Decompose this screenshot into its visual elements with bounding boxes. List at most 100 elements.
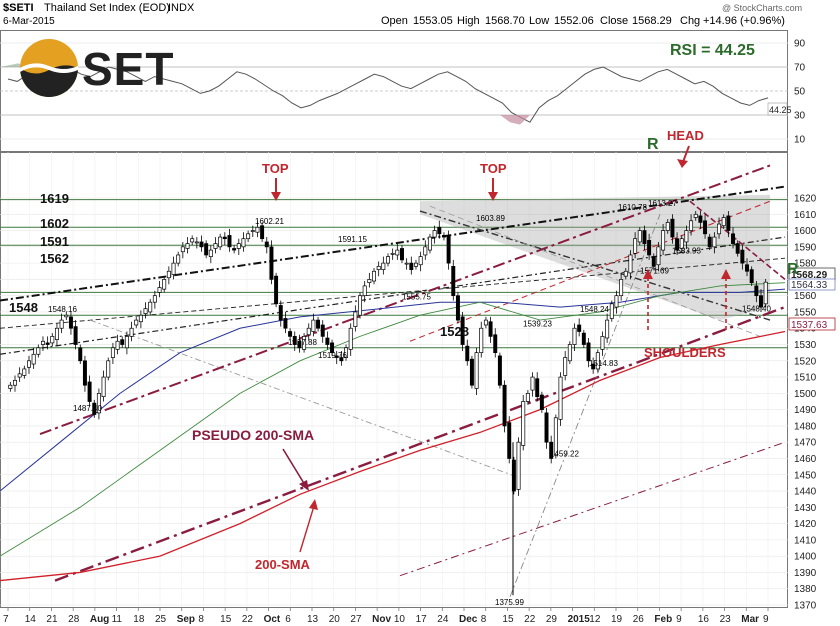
candle: [386, 256, 390, 264]
candle: [376, 266, 381, 270]
candle: [353, 311, 358, 327]
rsi-series: [7, 64, 769, 123]
rsi-axis: 90 70 50 30 10: [794, 39, 806, 146]
candle: [763, 281, 768, 305]
candle: [577, 324, 582, 332]
candle: [591, 363, 596, 370]
pseudo-sma-arrow-icon: [282, 448, 306, 486]
candle: [567, 344, 572, 362]
candle: [511, 459, 516, 492]
price-tick: 1450: [794, 470, 817, 481]
date-tick: 17: [416, 614, 428, 625]
date-tick: 13: [307, 614, 319, 625]
candle: [395, 249, 400, 256]
candle: [497, 355, 502, 386]
head-arrow-icon: [682, 145, 690, 163]
candle: [707, 236, 712, 248]
sma-arrow-icon: [299, 505, 315, 553]
candle: [22, 368, 27, 376]
candle: [78, 347, 83, 362]
candle: [171, 262, 176, 275]
candle: [689, 220, 694, 231]
candle: [372, 270, 376, 282]
date-tick: 8: [198, 614, 204, 625]
date-tick: Oct: [264, 614, 281, 625]
candle: [129, 327, 134, 337]
gray-support: [89, 319, 521, 479]
candle: [36, 347, 41, 355]
candle: [633, 238, 638, 254]
date-tick: Nov: [372, 614, 391, 625]
close-value: 1568.29: [632, 15, 672, 27]
date-tick: 22: [242, 614, 254, 625]
candle: [525, 393, 530, 402]
close-label: Close: [600, 15, 628, 27]
candle: [628, 254, 633, 274]
candle: [409, 262, 414, 270]
price-point-label: 1610.78: [618, 203, 647, 212]
top-label-2: TOP: [480, 161, 507, 176]
rsi-tick: 70: [794, 63, 806, 74]
candle: [558, 376, 563, 420]
candle: [138, 314, 143, 323]
candle: [754, 285, 759, 297]
price-point-label: 1519.76: [318, 351, 347, 360]
candle: [31, 353, 36, 365]
chg-label: Chg: [680, 15, 700, 27]
price-point-label: 1527.88: [288, 338, 317, 347]
date-tick: Mar: [741, 614, 759, 625]
candle: [73, 326, 78, 345]
price-tick: 1530: [794, 340, 817, 351]
candle: [675, 238, 680, 251]
candle: [180, 246, 185, 253]
candle: [427, 236, 432, 251]
price-point-label: 1602.21: [255, 217, 284, 226]
candle: [418, 256, 423, 266]
candle: [185, 243, 190, 249]
candle: [479, 327, 484, 354]
pseudo-sma-label: PSEUDO 200-SMA: [192, 427, 314, 443]
candle: [283, 318, 288, 329]
date-tick: 26: [633, 614, 645, 625]
rsi-line: [0, 63, 769, 125]
price-point-label: 1548.16: [48, 305, 77, 314]
candle: [544, 412, 549, 443]
candle: [148, 301, 153, 313]
candle: [264, 241, 269, 248]
candle: [50, 336, 55, 344]
candle: [605, 319, 610, 339]
price-tick: 1400: [794, 552, 817, 563]
candle: [651, 256, 656, 267]
candle: [232, 248, 237, 251]
candle: [595, 352, 600, 370]
sma-label: 200-SMA: [255, 557, 311, 572]
gray-line: [429, 205, 761, 337]
candle: [292, 336, 297, 345]
price-tick: 1420: [794, 519, 817, 530]
price-point-label: 1591.15: [338, 235, 367, 244]
date-tick: Aug: [90, 614, 109, 625]
date-tick: 19: [611, 614, 623, 625]
candle: [222, 236, 227, 240]
candle: [82, 360, 87, 386]
rsi-value-tag: [767, 102, 788, 116]
candle: [698, 215, 703, 223]
candle: [460, 316, 465, 345]
rsi-tick: 50: [794, 87, 806, 98]
date-axis: 7 14 21 28 Aug 11 18 25 Sep 8 15 22 Oct 6 13 20 27 Nov 10 1…: [3, 607, 769, 625]
candle: [204, 243, 209, 256]
candle: [236, 243, 241, 249]
candle: [703, 220, 708, 235]
rsi-tick: 30: [794, 111, 806, 122]
candle: [423, 246, 428, 256]
candle: [647, 239, 652, 256]
candle: [54, 327, 59, 340]
pseudo-sma-line: [54, 305, 786, 582]
candle: [759, 295, 763, 308]
shoulders-label: SHOULDERS: [644, 345, 726, 360]
candle: [68, 316, 73, 329]
candle: [521, 401, 526, 446]
candle: [474, 352, 479, 389]
candle: [488, 321, 493, 337]
rsi-tick: 90: [794, 39, 806, 50]
